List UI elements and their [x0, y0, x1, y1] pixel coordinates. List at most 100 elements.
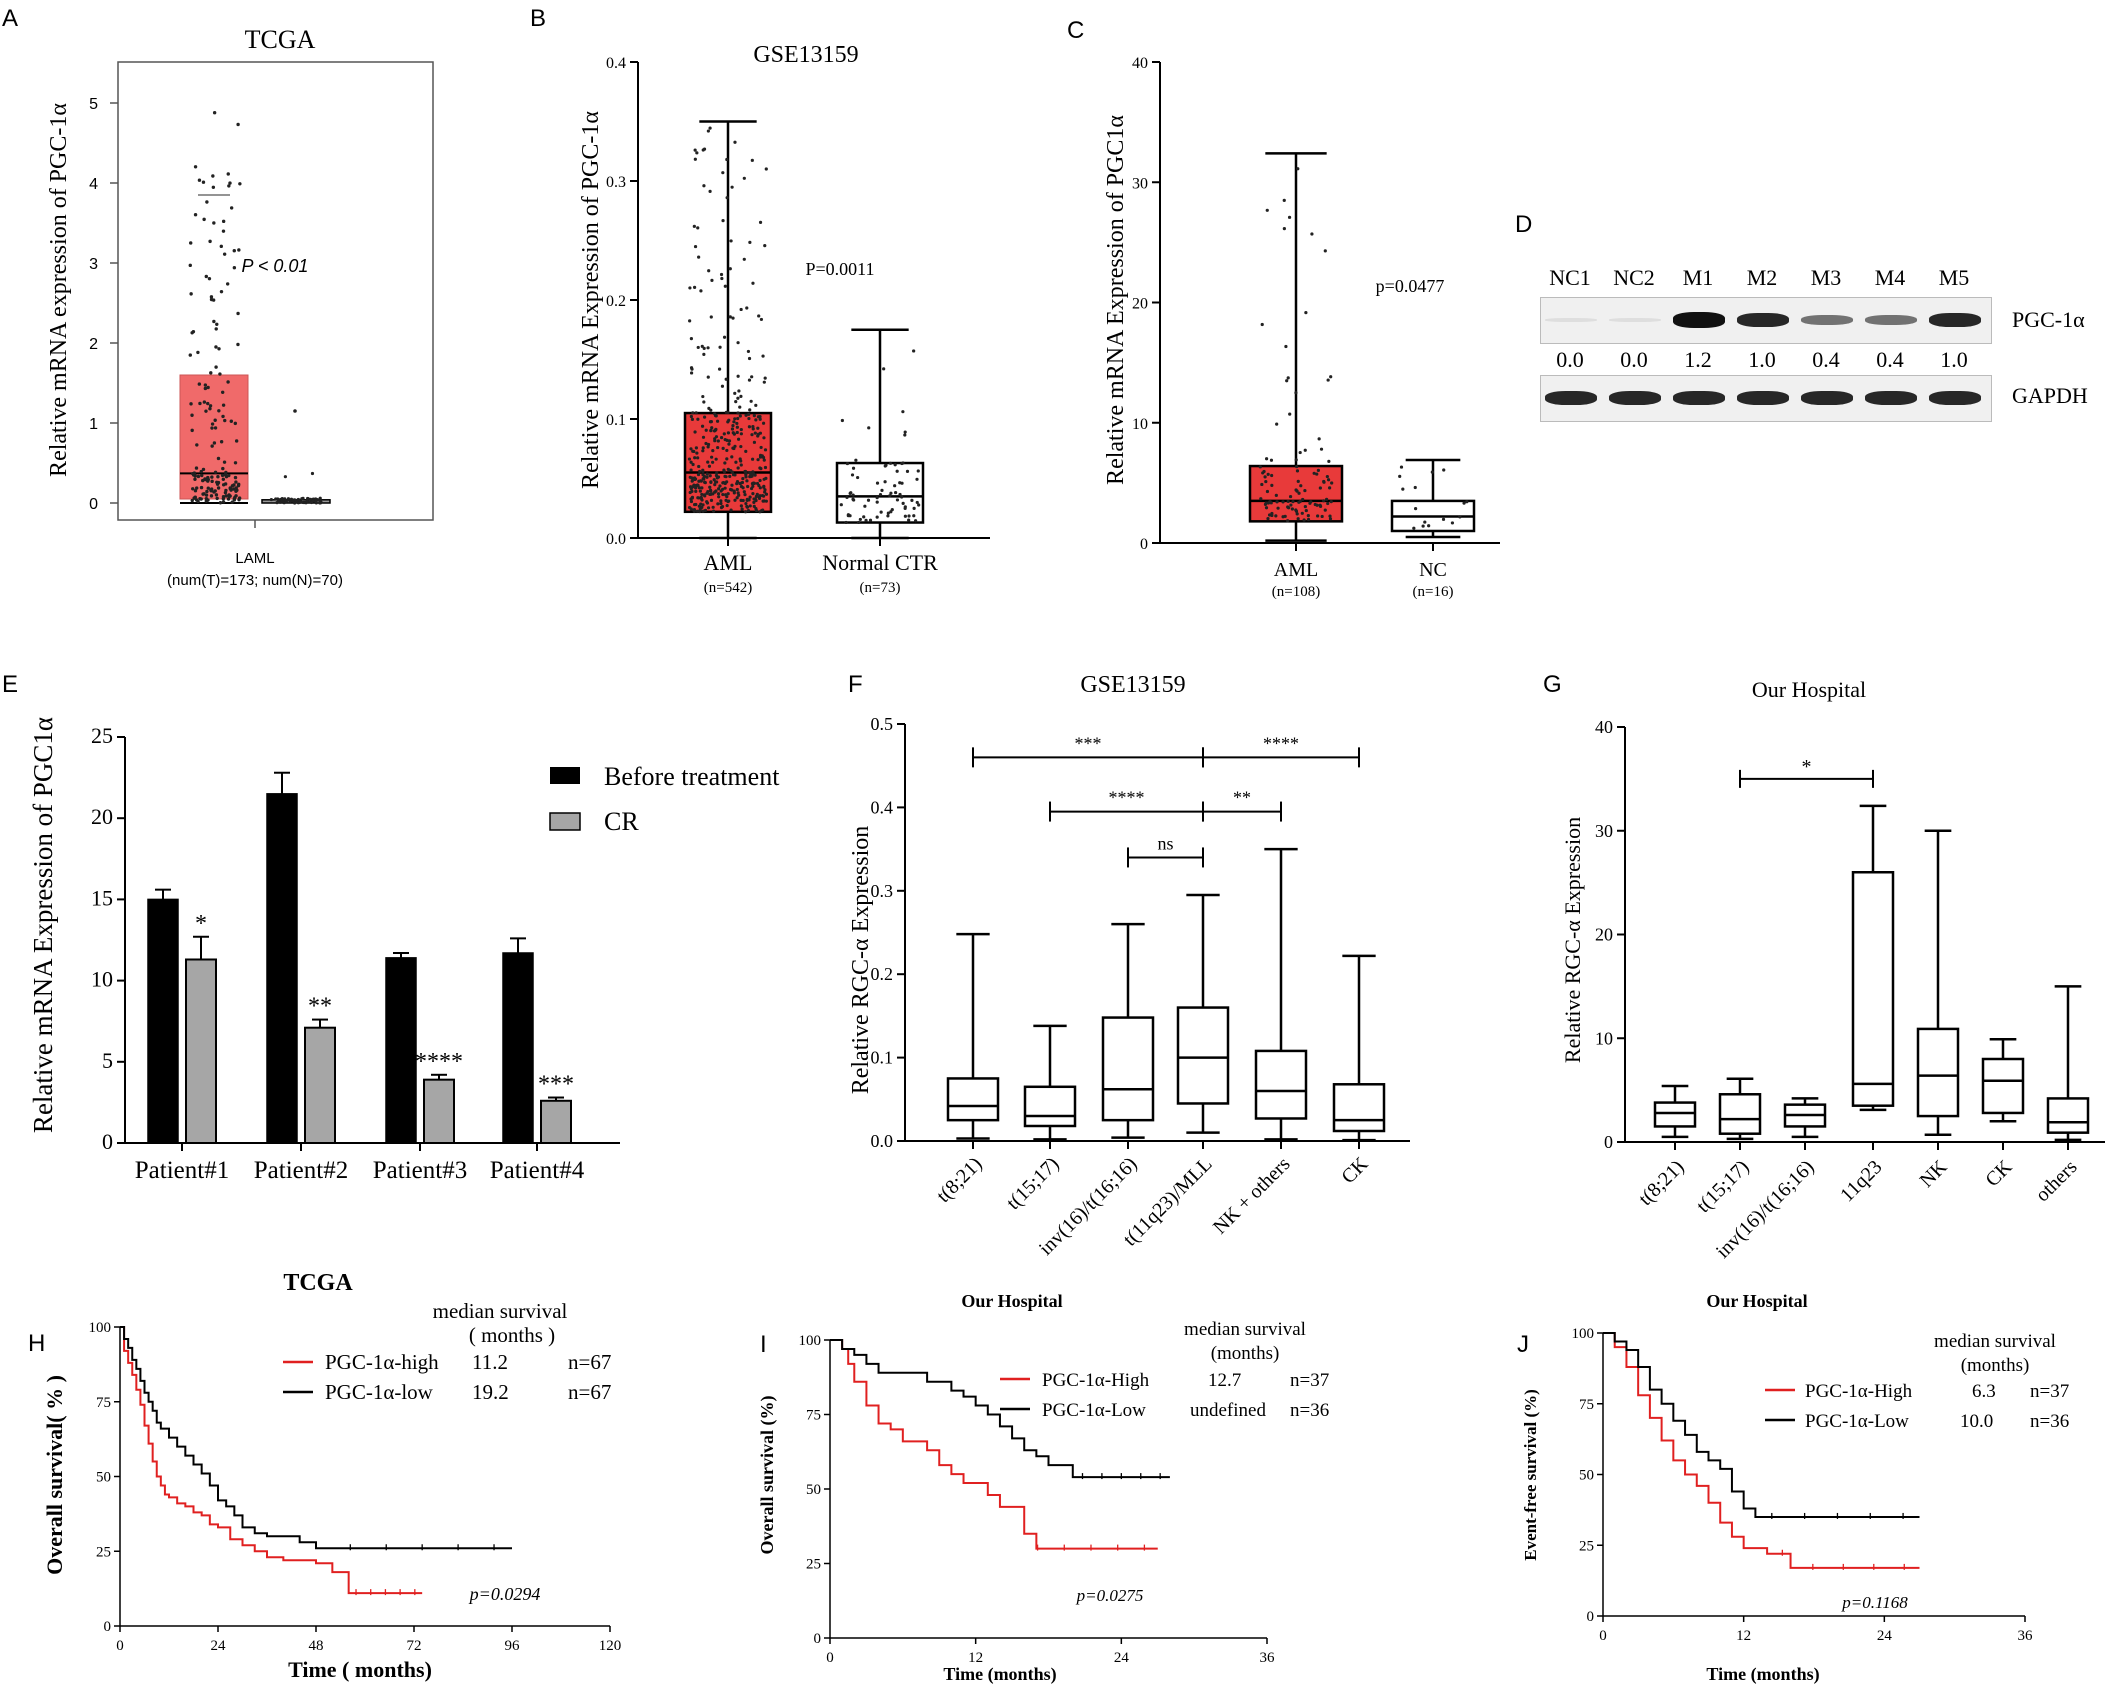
panel-b-aml-point — [736, 416, 740, 421]
panel-b-aml-point — [760, 493, 765, 498]
panel-a-tumor-point — [193, 488, 198, 493]
panel-a-tumor-point — [221, 403, 226, 407]
panel-b-aml-point — [748, 240, 752, 245]
panel-b-aml-point — [723, 481, 727, 486]
panel-b-aml-point — [728, 474, 732, 478]
panel-c-aml-point — [1274, 514, 1278, 518]
panel-c-aml-point — [1266, 472, 1270, 476]
panel-b-aml-point — [688, 490, 692, 495]
panel-c-aml-point — [1306, 514, 1310, 518]
panel-c-aml-point — [1269, 458, 1274, 462]
panel-b-aml-point — [763, 465, 768, 470]
panel-b-aml-point — [703, 480, 707, 485]
panel-j-legend-high-n: n=37 — [2030, 1381, 2069, 1402]
panel-e-bar-before — [502, 952, 534, 1144]
panel-b-aml-point — [713, 483, 717, 487]
panel-b-ctr-point — [882, 367, 886, 371]
panel-c-aml-point — [1291, 499, 1295, 504]
panel-b-aml-point — [737, 389, 741, 393]
panel-f-box-box — [1254, 1049, 1308, 1120]
panel-c-aml-point — [1264, 479, 1268, 484]
panel-a-tumor-point — [191, 329, 196, 334]
panel-b-ctr-point — [890, 508, 894, 512]
panel-b-aml-point — [717, 487, 721, 491]
panel-a-tumor-point — [222, 460, 227, 464]
panel-c-nc-point — [1441, 517, 1446, 521]
panel-b-ctr-point — [915, 500, 919, 505]
panel-b-aml-point — [750, 433, 754, 437]
panel-a-tumor-point — [236, 342, 240, 347]
panel-a-tumor-point — [238, 182, 242, 186]
panel-b-aml-point — [756, 434, 760, 438]
panel-a-tumor-point — [191, 473, 196, 477]
panel-b-aml-point — [718, 345, 722, 349]
panel-a-tumor-point — [218, 372, 222, 376]
panel-a-tumor-point — [204, 409, 208, 413]
panel-b-ctr-point — [856, 475, 860, 480]
panel-b-ctr-point — [903, 430, 907, 434]
panel-a-tumor-point — [236, 122, 240, 127]
panel-b-aml-point — [723, 474, 727, 479]
panel-b-aml-point — [729, 239, 733, 243]
panel-b-aml-point — [736, 411, 740, 415]
panel-b-aml-point — [754, 403, 758, 407]
panel-c-aml-point — [1286, 376, 1290, 380]
panel-a-tumor-point — [190, 413, 194, 417]
panel-a-tumor-point — [197, 382, 202, 386]
panel-b-ctr-point — [844, 520, 848, 525]
panel-a-tumor-point — [216, 456, 221, 461]
j-body-xtick-label: 12 — [1736, 1628, 1751, 1644]
panel-b-aml-point — [701, 468, 705, 472]
panel-c-aml-point — [1320, 514, 1324, 519]
blot-band-gapdh — [1673, 391, 1725, 405]
panel-a-pvalue: P < 0.01 — [242, 256, 309, 276]
panel-a-normal-point — [269, 497, 273, 502]
panel-a-tumor-point — [203, 386, 208, 391]
panel-b-aml-point — [690, 479, 694, 483]
blot-strip-pgc1a — [1540, 297, 1992, 344]
panel-b-aml-point — [727, 439, 732, 443]
blot-quantification-value: 0.4 — [1876, 347, 1904, 372]
panel-a-tumor-point — [206, 479, 210, 483]
panel-a-tumor-point — [210, 426, 214, 430]
panel-j-legend-high: PGC-1α-High — [1805, 1381, 1913, 1402]
panel-c-aml-point — [1266, 516, 1270, 521]
blot-strip-gapdh — [1540, 375, 1992, 422]
panel-a-tumor-point — [189, 241, 193, 245]
panel-b-aml-point — [696, 496, 700, 500]
panel-a-normal-point — [281, 499, 285, 503]
panel-b-ctr-point — [893, 463, 897, 467]
panel-i-xlabel: Time (months) — [943, 1664, 1056, 1685]
panel-b-aml-point — [722, 432, 726, 436]
panel-a-normal-point — [289, 497, 294, 501]
panel-i-legend-low-n: n=36 — [1290, 1400, 1329, 1421]
panel-g-bracket-label: * — [1802, 756, 1812, 778]
panel-c-aml-point — [1260, 322, 1264, 327]
j-body-curve-high — [1603, 1332, 1920, 1569]
panel-b-aml-point — [720, 505, 725, 509]
panel-a-normal-point — [301, 496, 305, 500]
panel-g-box-box — [1851, 871, 1895, 1107]
panel-b-aml-point — [730, 483, 734, 487]
panel-a-tumor-point — [189, 292, 193, 296]
panel-b-aml-point — [700, 486, 704, 490]
panel-g-box-box — [1653, 1101, 1697, 1128]
panel-letter-i: I — [760, 1331, 767, 1358]
panel-e-category-label: Patient#4 — [490, 1157, 585, 1184]
i-body-xtick-label: 36 — [1260, 1650, 1276, 1666]
blot-band-gapdh — [1801, 391, 1853, 405]
panel-e-category-label: Patient#2 — [254, 1157, 348, 1184]
panel-c-nc-point — [1430, 470, 1434, 474]
panel-b-ctr-point — [883, 480, 887, 484]
panel-c-pvalue: p=0.0477 — [1376, 276, 1445, 296]
panel-c-aml-point — [1315, 472, 1319, 476]
h-body-xtick-label: 0 — [116, 1638, 124, 1654]
panel-a-tumor-point — [227, 493, 231, 497]
panel-a-tumor-point — [236, 311, 240, 316]
panel-i-legend-header2: (months) — [1211, 1343, 1280, 1364]
panel-c-aml-point — [1258, 465, 1262, 469]
panel-b-aml-point — [694, 446, 698, 450]
panel-c-y-tick-label: 30 — [1132, 175, 1148, 192]
panel-i-legend-high: PGC-1α-High — [1042, 1370, 1150, 1391]
panel-a-tumor-point — [195, 486, 199, 490]
